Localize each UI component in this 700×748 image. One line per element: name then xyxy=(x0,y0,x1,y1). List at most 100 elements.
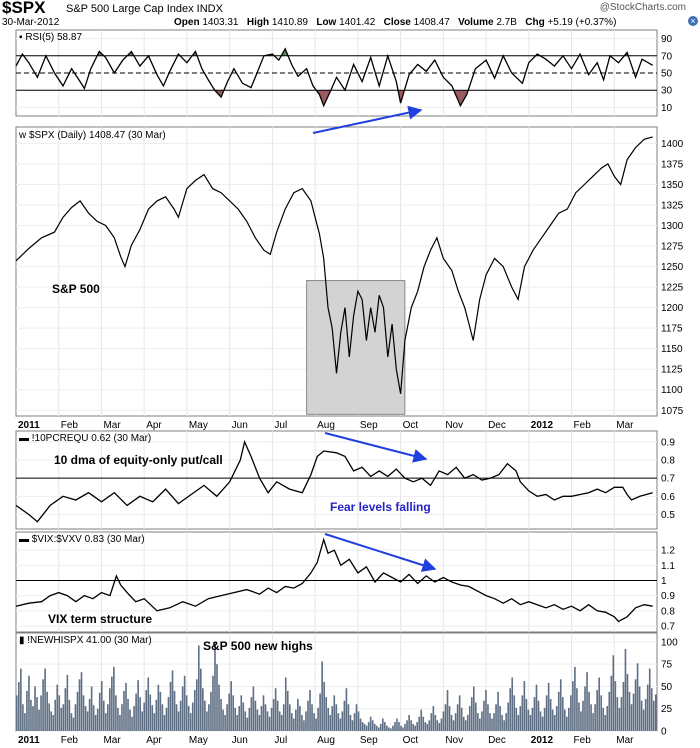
new-highs-bar xyxy=(282,704,285,731)
new-highs-bar xyxy=(652,700,655,731)
new-highs-bar xyxy=(187,706,190,731)
new-highs-bar xyxy=(359,718,362,731)
new-highs-bar xyxy=(167,697,170,731)
new-highs-bar xyxy=(541,716,544,731)
close-icon[interactable]: × xyxy=(688,16,698,26)
new-highs-bar xyxy=(493,713,495,731)
new-highs-bar xyxy=(371,720,374,731)
new-highs-bar xyxy=(523,681,526,731)
new-highs-bar xyxy=(642,709,645,731)
new-highs-bar xyxy=(276,700,279,731)
new-highs-bar xyxy=(515,707,518,731)
new-highs-bar xyxy=(218,684,220,731)
new-highs-bar xyxy=(527,709,530,731)
new-highs-bar xyxy=(242,702,245,731)
new-highs-bar xyxy=(517,714,520,731)
new-highs-bar xyxy=(58,695,61,731)
x-tick-label: 2012 xyxy=(531,735,554,746)
new-highs-bar xyxy=(638,686,641,731)
y-tick-label: 1.1 xyxy=(661,561,675,572)
symbol-description: S&P 500 Large Cap Index INDX xyxy=(66,3,223,15)
new-highs-bar xyxy=(193,690,196,731)
y-tick-label: 1225 xyxy=(661,283,684,294)
y-tick-label: 75 xyxy=(661,660,673,671)
new-highs-bar xyxy=(650,688,653,731)
new-highs-bar xyxy=(388,727,390,731)
new-highs-bar xyxy=(26,690,28,731)
new-highs-bar xyxy=(34,686,36,731)
new-highs-bar xyxy=(86,711,89,731)
new-highs-bar xyxy=(531,707,534,731)
new-highs-bar xyxy=(147,677,150,731)
new-highs-bar xyxy=(195,679,198,731)
x-tick-label: Aug xyxy=(317,735,335,746)
new-highs-bar xyxy=(369,716,372,731)
y-tick-label: 1350 xyxy=(661,180,684,191)
new-highs-bar xyxy=(543,707,546,731)
x-tick-label: Apr xyxy=(146,420,162,431)
new-highs-bar xyxy=(153,713,156,731)
high-label: High xyxy=(246,17,270,28)
new-highs-bar xyxy=(444,704,447,731)
new-highs-bar xyxy=(566,716,568,731)
x-tick-label: Nov xyxy=(445,735,463,746)
new-highs-bar xyxy=(333,695,336,731)
new-highs-bar xyxy=(331,706,334,731)
new-highs-bar xyxy=(151,705,154,731)
x-tick-label: Sep xyxy=(360,420,378,431)
new-highs-bar xyxy=(230,681,232,731)
new-highs-bar xyxy=(139,697,141,731)
new-highs-bar xyxy=(525,698,528,731)
new-highs-bar xyxy=(343,700,346,731)
new-highs-bar xyxy=(539,711,542,731)
new-highs-bar xyxy=(293,718,295,731)
new-highs-bar xyxy=(260,706,263,731)
y-tick-label: 70 xyxy=(661,51,673,62)
new-highs-bar xyxy=(56,684,59,731)
new-highs-bar xyxy=(648,668,651,731)
new-highs-bar xyxy=(202,688,204,731)
new-highs-bar xyxy=(173,690,176,731)
close-value: 1408.47 xyxy=(413,17,450,28)
new-highs-bar xyxy=(507,702,509,731)
y-tick-label: 0.8 xyxy=(661,606,675,617)
new-highs-bar xyxy=(258,714,261,731)
new-highs-bar xyxy=(654,694,657,731)
new-highs-bar xyxy=(163,714,166,731)
x-tick-label: Feb xyxy=(574,420,592,431)
new-highs-bar xyxy=(102,700,105,731)
new-highs-bar xyxy=(327,707,330,731)
new-highs-bar xyxy=(66,674,69,731)
new-highs-bar xyxy=(630,704,633,731)
putcall-series-line xyxy=(15,439,653,523)
new-highs-bar xyxy=(458,695,461,731)
new-highs-bar xyxy=(106,704,109,731)
new-highs-bar xyxy=(351,720,354,731)
new-highs-bar xyxy=(295,709,297,731)
new-highs-bar xyxy=(119,714,121,731)
new-highs-bar xyxy=(24,713,26,731)
new-highs-bar xyxy=(396,718,398,731)
new-highs-bar xyxy=(216,664,218,731)
new-highs-bar xyxy=(46,691,48,731)
new-highs-bar xyxy=(197,645,200,731)
y-tick-label: 1175 xyxy=(661,324,683,335)
new-highs-bar xyxy=(80,672,83,731)
new-highs-bar xyxy=(363,723,366,731)
new-highs-bar xyxy=(561,697,564,731)
new-highs-bar xyxy=(398,722,400,731)
new-highs-bar xyxy=(384,722,386,731)
new-highs-bar xyxy=(422,716,425,731)
y-tick-label: 0.9 xyxy=(661,437,675,448)
new-highs-bar xyxy=(62,704,65,731)
new-highs-bar xyxy=(286,690,289,731)
new-highs-bar xyxy=(547,682,550,731)
new-highs-bar xyxy=(127,698,129,731)
y-tick-label: 1 xyxy=(661,576,667,587)
new-highs-bar xyxy=(28,675,30,731)
y-tick-label: 0.5 xyxy=(661,510,675,521)
high-value: 1410.89 xyxy=(271,17,308,28)
new-highs-bar xyxy=(169,682,172,731)
y-tick-label: 25 xyxy=(661,704,673,715)
new-highs-bar xyxy=(131,716,133,731)
